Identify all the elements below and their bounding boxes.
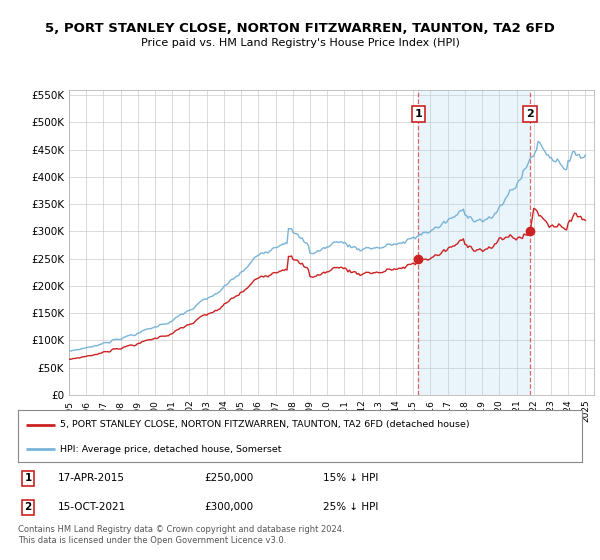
Text: 1: 1 [25, 473, 32, 483]
Bar [418, 90, 530, 395]
Text: 2: 2 [25, 502, 32, 512]
Text: Contains HM Land Registry data © Crown copyright and database right 2024.
This d: Contains HM Land Registry data © Crown c… [18, 525, 344, 545]
Text: 15-OCT-2021: 15-OCT-2021 [58, 502, 126, 512]
Text: £250,000: £250,000 [204, 473, 253, 483]
Text: 5, PORT STANLEY CLOSE, NORTON FITZWARREN, TAUNTON, TA2 6FD (detached house): 5, PORT STANLEY CLOSE, NORTON FITZWARREN… [60, 421, 470, 430]
Text: HPI: Average price, detached house, Somerset: HPI: Average price, detached house, Some… [60, 445, 282, 454]
Text: 5, PORT STANLEY CLOSE, NORTON FITZWARREN, TAUNTON, TA2 6FD: 5, PORT STANLEY CLOSE, NORTON FITZWARREN… [45, 22, 555, 35]
Text: 17-APR-2015: 17-APR-2015 [58, 473, 124, 483]
Text: Price paid vs. HM Land Registry's House Price Index (HPI): Price paid vs. HM Land Registry's House … [140, 38, 460, 48]
Text: 15% ↓ HPI: 15% ↓ HPI [323, 473, 378, 483]
Text: £300,000: £300,000 [204, 502, 253, 512]
Text: 1: 1 [415, 109, 422, 119]
Text: 25% ↓ HPI: 25% ↓ HPI [323, 502, 378, 512]
Text: 2: 2 [526, 109, 534, 119]
